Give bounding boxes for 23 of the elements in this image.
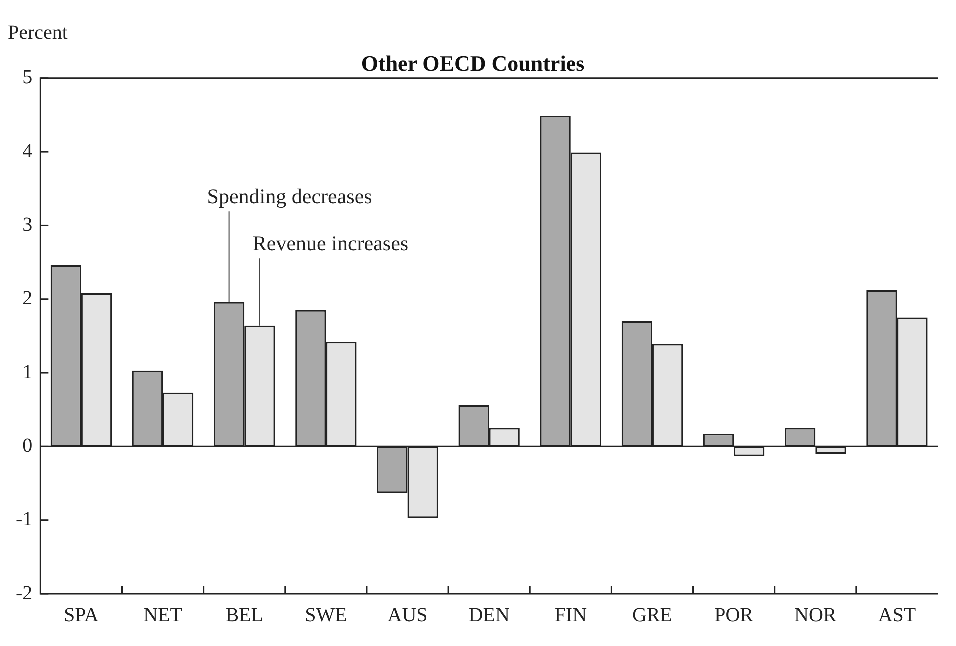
text: Revenue increases — [252, 232, 409, 256]
x-tick-label: BEL — [226, 604, 264, 626]
y-tick-label: 3 — [22, 214, 33, 236]
chart-title: Other OECD Countries — [361, 50, 586, 76]
y-axis-title: Percent — [8, 22, 68, 45]
y-tick-label: -1 — [16, 508, 33, 531]
text: Spending decreases — [207, 184, 372, 209]
y-tick-label: 2 — [22, 288, 33, 310]
x-tick-label: SPA — [64, 604, 100, 626]
x-tick-label: FIN — [554, 604, 588, 626]
x-tick-label: AST — [878, 604, 916, 626]
x-tick-label: POR — [714, 604, 754, 626]
y-tick-label: 5 — [22, 66, 33, 89]
x-tick-label: NET — [144, 604, 182, 626]
x-tick-label: GRE — [632, 604, 672, 626]
y-tick-label: 4 — [22, 140, 33, 162]
x-tick-label: NOR — [794, 604, 838, 626]
x-tick-label: DEN — [468, 604, 510, 626]
x-tick-label: SWE — [305, 604, 348, 626]
x-tick-label: AUS — [388, 604, 428, 626]
y-tick-label: -2 — [16, 582, 33, 604]
y-tick-label: 1 — [22, 361, 33, 384]
y-tick-label: 0 — [22, 434, 33, 457]
